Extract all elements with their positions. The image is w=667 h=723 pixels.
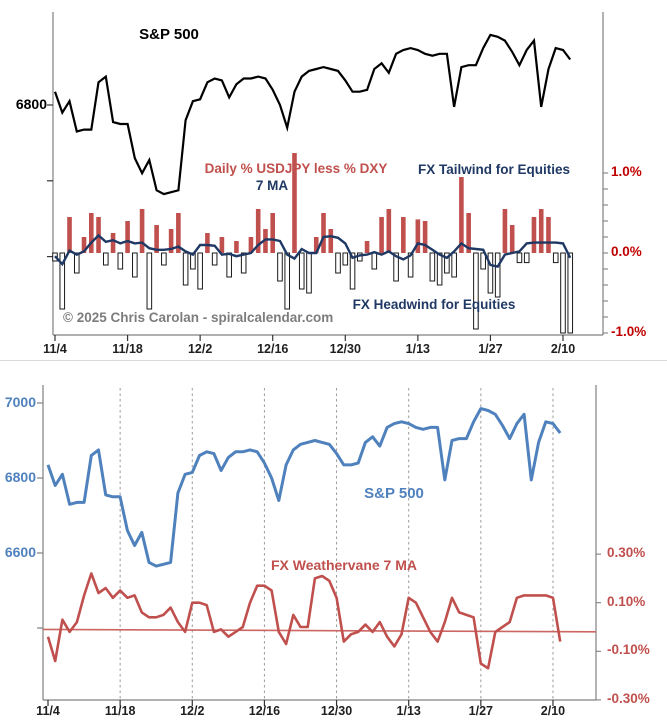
bottom-x-axis-label: 11/18 [104, 704, 136, 718]
headwind-annotation: FX Headwind for Equities [352, 297, 516, 312]
bottom-right-axis-label: -0.10% [607, 642, 650, 658]
top-x-axis-label: 11/4 [43, 342, 67, 356]
bottom-left-axis-label: 7000 [4, 394, 36, 410]
bottom-left-axis-label: 6800 [4, 469, 36, 485]
ma-label: 7 MA [255, 178, 289, 193]
bottom-sp500-label: S&P 500 [364, 485, 424, 502]
bottom-right-axis-label: 0.30% [607, 545, 646, 561]
bottom-x-axis-label: 2/10 [540, 704, 566, 718]
top-x-axis-label: 12/30 [329, 342, 361, 356]
bottom-x-axis-label: 11/4 [36, 704, 60, 718]
bottom-right-axis-label: 0.10% [607, 593, 646, 609]
top-x-axis-label: 1/27 [478, 342, 503, 356]
top-x-axis-label: 1/13 [405, 342, 431, 356]
bottom-x-axis-label: 1/27 [468, 704, 493, 718]
top-x-axis-label: 11/18 [112, 342, 143, 356]
bar-series-label: Daily % USDJPY less % DXY [204, 161, 388, 176]
top-right-axis-label: 1.0% [611, 164, 642, 179]
tailwind-annotation: FX Tailwind for Equities [417, 162, 571, 177]
top-left-axis-label-6800: 6800 [15, 96, 47, 112]
bottom-x-axis-label: 12/30 [320, 704, 353, 718]
top-x-axis-label: 12/16 [257, 342, 289, 356]
bottom-left-axis-label: 6600 [4, 544, 36, 560]
top-chart-title: S&P 500 [139, 26, 199, 43]
bottom-x-axis-label: 1/13 [396, 704, 421, 718]
top-right-axis-label: -1.0% [611, 324, 647, 339]
bottom-right-axis-label: -0.30% [607, 690, 650, 706]
bottom-x-axis-label: 12/2 [180, 704, 205, 718]
copyright-notice: © 2025 Chris Carolan - spiralcalendar.co… [63, 310, 334, 325]
top-right-axis-label: 0.0% [611, 244, 642, 259]
weathervane-label: FX Weathervane 7 MA [270, 557, 418, 573]
top-x-axis-label: 12/2 [187, 342, 213, 356]
top-x-axis-label: 2/10 [550, 342, 576, 356]
bottom-x-axis-label: 12/16 [248, 704, 281, 718]
